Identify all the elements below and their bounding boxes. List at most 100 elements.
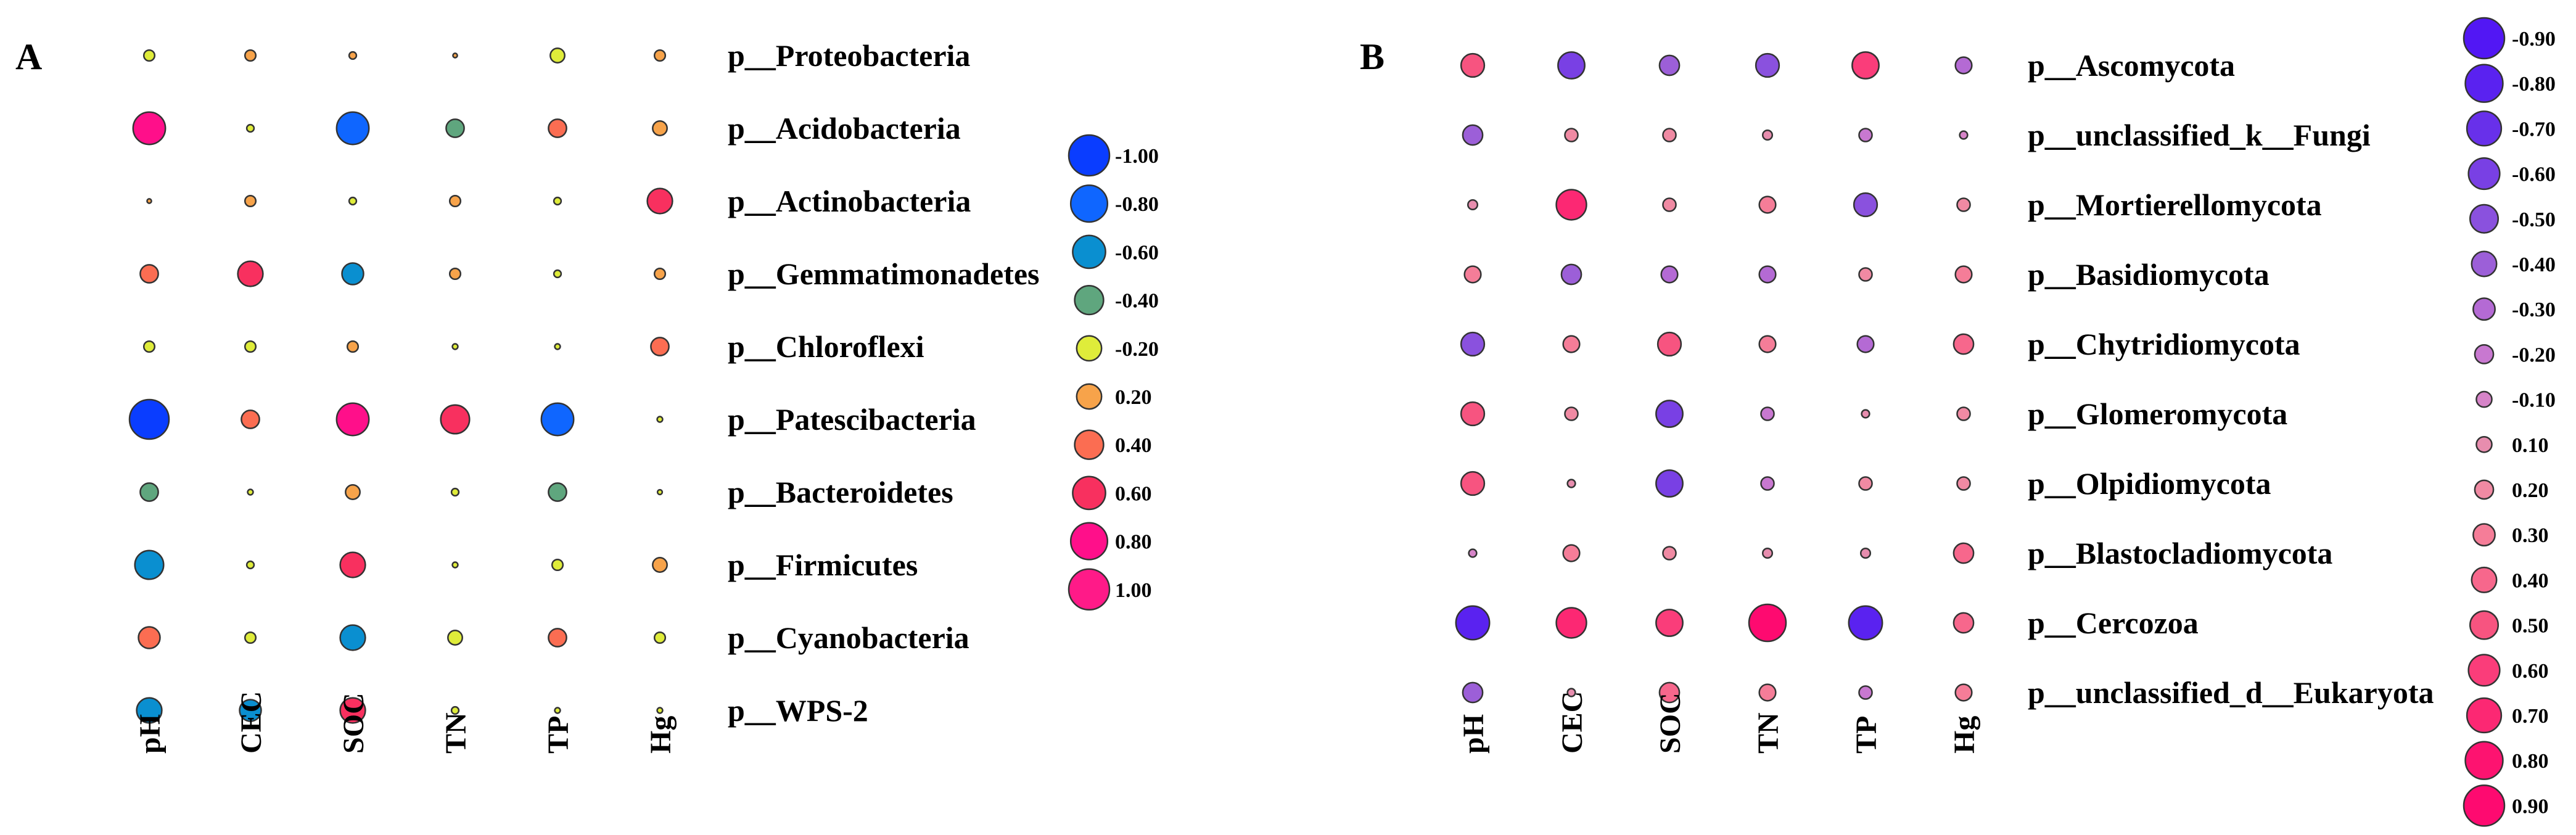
bubble-b-r1-c4 <box>1858 128 1873 142</box>
legend-label: -0.90 <box>2512 28 2556 51</box>
row-label: p__Olpidiomycota <box>2028 466 2271 501</box>
legend-label: -0.60 <box>2512 163 2556 186</box>
row-label: p__Firmicutes <box>728 548 918 582</box>
bubble-a-r0-c1 <box>244 49 257 62</box>
legend-label: -0.80 <box>2512 73 2556 96</box>
bubble-a-r1-c3 <box>445 118 465 138</box>
bubble-a-r6-c1 <box>247 488 254 496</box>
legend-swatch <box>2469 610 2500 640</box>
bubble-b-r2-c0 <box>1467 199 1479 211</box>
row-label: p__Ascomycota <box>2028 48 2235 83</box>
row-label: p__Mortierellomycota <box>2028 187 2322 222</box>
bubble-b-r3-c4 <box>1858 267 1873 282</box>
column-label: TP <box>1850 716 1883 754</box>
legend-label: 0.60 <box>2512 660 2549 683</box>
bubble-a-r5-c3 <box>440 404 471 435</box>
column-label: SOC <box>337 693 370 754</box>
bubble-a-r1-c4 <box>548 118 567 138</box>
row-label: p__Acidobacteria <box>728 111 961 146</box>
bubble-b-r0-c4 <box>1851 51 1880 80</box>
bubble-a-r9-c4 <box>554 707 561 714</box>
legend-swatch <box>1074 429 1105 460</box>
bubble-b-r7-c1 <box>1562 544 1581 562</box>
bubble-a-r2-c5 <box>646 187 673 215</box>
bubble-b-r3-c3 <box>1758 265 1777 284</box>
row-label: p__WPS-2 <box>728 693 868 728</box>
bubble-b-r4-c0 <box>1460 331 1486 357</box>
row-label: p__Actinobacteria <box>728 184 971 218</box>
bubble-a-r0-c4 <box>549 47 566 64</box>
bubble-b-r5-c5 <box>1956 406 1971 421</box>
bubble-b-r7-c3 <box>1761 547 1774 559</box>
legend-swatch <box>1068 568 1111 611</box>
bubble-b-r5-c2 <box>1655 400 1684 428</box>
panel-b-letter: B <box>1360 36 1385 77</box>
bubble-a-r9-c3 <box>450 705 460 715</box>
legend-label: -0.30 <box>2512 298 2556 321</box>
row-label: p__unclassified_k__Fungi <box>2028 118 2371 152</box>
column-label: SOC <box>1654 693 1687 754</box>
legend-swatch <box>1072 234 1106 269</box>
bubble-a-r2-c2 <box>348 196 358 206</box>
legend-label: -1.00 <box>1115 145 1159 168</box>
bubble-a-r9-c5 <box>656 707 664 714</box>
legend-label: -0.20 <box>2512 343 2556 366</box>
bubble-b-r3-c2 <box>1660 265 1679 284</box>
bubble-a-r5-c2 <box>335 402 370 437</box>
bubble-b-r8-c3 <box>1748 603 1787 643</box>
legend-swatch <box>2467 157 2501 191</box>
bubble-a-r0-c0 <box>142 49 156 62</box>
legend-swatch <box>2475 390 2493 408</box>
legend-swatch <box>2475 435 2493 453</box>
row-label: p__Chloroflexi <box>728 329 924 364</box>
row-label: p__unclassified_d__Eukaryota <box>2028 675 2434 710</box>
bubble-a-r7-c2 <box>339 551 366 578</box>
bubble-b-r6-c5 <box>1956 476 1971 491</box>
bubble-a-r0-c5 <box>653 49 667 62</box>
bubble-b-r4-c1 <box>1562 335 1581 353</box>
legend-label: 1.00 <box>1115 579 1152 602</box>
column-label: Hg <box>1948 716 1981 754</box>
bubble-b-r7-c0 <box>1468 548 1478 558</box>
bubble-b-r7-c5 <box>1953 542 1975 564</box>
bubble-a-r7-c3 <box>451 561 459 569</box>
legend-label: -0.60 <box>1115 241 1159 264</box>
bubble-a-r9-c2 <box>339 697 366 724</box>
bubble-b-r4-c3 <box>1758 335 1777 353</box>
bubble-a-r9-c1 <box>239 699 262 722</box>
bubble-b-r9-c1 <box>1566 688 1576 697</box>
bubble-b-r6-c1 <box>1566 479 1576 488</box>
bubble-b-r1-c1 <box>1564 128 1579 142</box>
legend-label: 0.60 <box>1115 482 1152 505</box>
bubble-b-r2-c2 <box>1662 197 1677 212</box>
legend-swatch <box>2471 566 2498 593</box>
legend-swatch <box>2469 204 2500 234</box>
bubble-a-r4-c3 <box>451 343 459 350</box>
legend-label: 0.80 <box>1115 531 1152 554</box>
legend-swatch <box>2466 110 2503 147</box>
bubble-a-r0-c3 <box>452 52 458 59</box>
column-label: CEC <box>1556 691 1589 754</box>
bubble-b-r3-c0 <box>1463 265 1482 284</box>
bubble-a-r5-c5 <box>656 416 664 423</box>
legend-label: 0.20 <box>1115 386 1152 409</box>
bubble-a-r6-c4 <box>548 482 567 502</box>
column-label: CEC <box>235 691 268 754</box>
bubble-a-r4-c4 <box>554 343 561 350</box>
bubble-b-r1-c5 <box>1959 130 1969 140</box>
bubble-b-r8-c5 <box>1953 612 1975 634</box>
bubble-a-r8-c3 <box>447 630 463 646</box>
column-label: Hg <box>644 716 677 754</box>
bubble-a-r7-c0 <box>134 549 165 580</box>
legend-label: 0.10 <box>2512 434 2549 457</box>
legend-swatch <box>2472 523 2496 547</box>
legend-swatch <box>2463 17 2506 60</box>
bubble-b-r0-c3 <box>1755 52 1780 78</box>
row-label: p__Cercozoa <box>2028 606 2199 640</box>
bubble-a-r1-c5 <box>652 120 668 136</box>
legend-label: 0.90 <box>2512 795 2549 818</box>
legend-label: -0.20 <box>1115 338 1159 361</box>
legend-swatch <box>2474 479 2495 500</box>
row-label: p__Chytridiomycota <box>2028 327 2300 361</box>
